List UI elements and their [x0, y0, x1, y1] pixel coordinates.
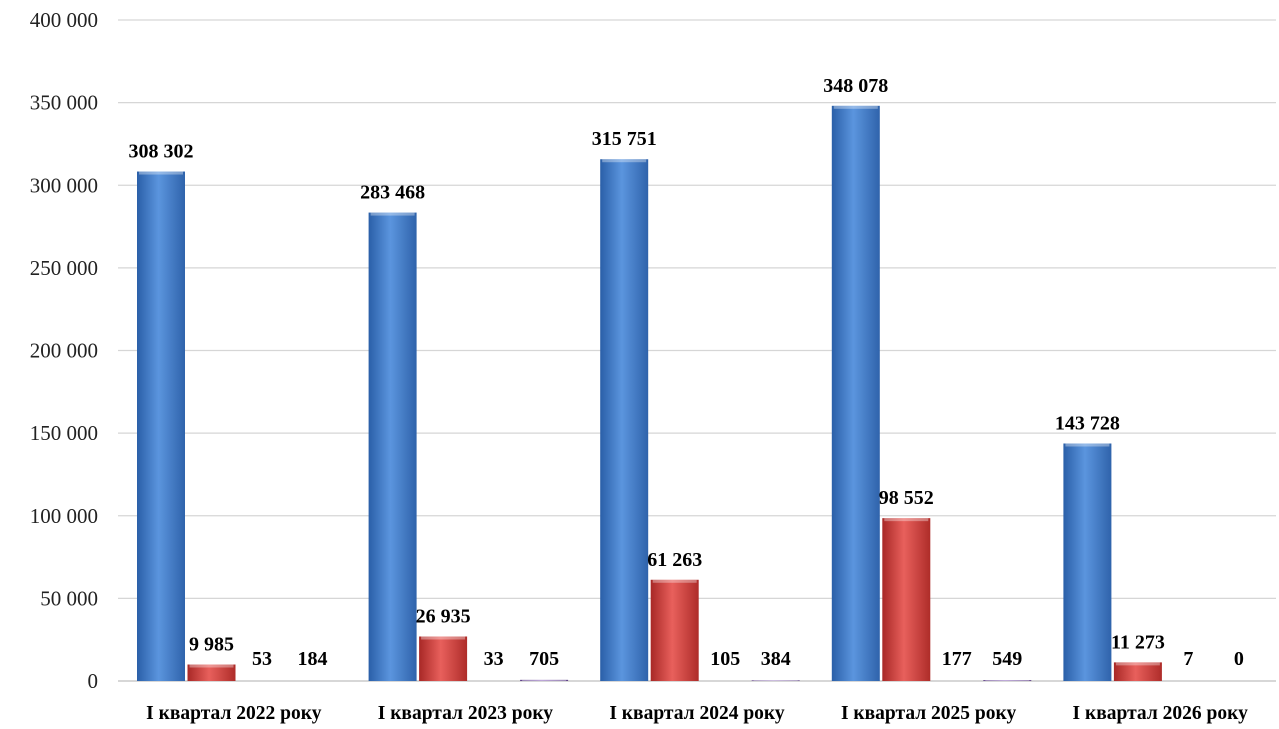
- bar-series-2: [882, 518, 931, 681]
- bar-highlight: [1065, 443, 1110, 447]
- y-tick-label: 250 000: [30, 256, 98, 280]
- bar-highlight: [1115, 662, 1160, 666]
- bar-series-1: [368, 212, 417, 681]
- x-category-label: I квартал 2026 року: [1073, 703, 1249, 724]
- gridlines: [118, 19, 1276, 682]
- bar-highlight: [652, 579, 697, 583]
- y-tick-label: 50 000: [40, 586, 98, 610]
- bar-highlight: [985, 680, 1030, 681]
- data-labels: 308 302 9 985 53 184 283 468 26 935 33 705 315 7…: [129, 75, 1244, 670]
- data-label: 549: [992, 648, 1022, 670]
- x-category-label: I квартал 2022 року: [146, 703, 322, 724]
- data-label: 348 078: [823, 75, 888, 97]
- y-tick-label: 150 000: [30, 421, 98, 445]
- data-label: 9 985: [189, 633, 234, 655]
- bar-highlight: [753, 680, 798, 681]
- y-tick-label: 0: [88, 669, 99, 693]
- y-tick-label: 350 000: [30, 91, 98, 115]
- data-label: 98 552: [879, 487, 934, 509]
- data-label: 53: [252, 648, 272, 670]
- bar-series-1: [1063, 443, 1112, 681]
- data-label: 184: [298, 648, 328, 670]
- bar-series-4: [520, 679, 569, 681]
- bar-highlight: [833, 105, 878, 109]
- bar-series-4: [983, 680, 1032, 681]
- y-axis-ticks: 0 50 000 100 000 150 000 200 000 250 000 300 0…: [30, 8, 98, 693]
- data-label: 61 263: [647, 549, 702, 571]
- bar-series-2: [650, 579, 699, 681]
- bar-series-2: [187, 664, 236, 681]
- bar-highlight: [421, 636, 466, 640]
- data-label: 26 935: [416, 605, 471, 627]
- data-label: 7: [1183, 648, 1193, 670]
- data-label: 705: [529, 648, 559, 670]
- data-label: 308 302: [129, 141, 194, 163]
- bar-highlight: [602, 159, 647, 163]
- data-label: 143 728: [1055, 412, 1120, 434]
- y-tick-label: 300 000: [30, 173, 98, 197]
- bar-series-2: [419, 636, 468, 681]
- bar-series-2: [1113, 662, 1162, 681]
- x-category-label: I квартал 2025 року: [841, 703, 1017, 724]
- bar-highlight: [189, 664, 234, 668]
- data-label: 0: [1234, 648, 1244, 670]
- bar-highlight: [370, 212, 415, 216]
- data-label: 11 273: [1111, 631, 1165, 653]
- data-label: 33: [484, 648, 504, 670]
- data-label: 384: [761, 648, 791, 670]
- y-tick-label: 400 000: [30, 8, 98, 32]
- bar-series-4: [751, 680, 800, 681]
- data-label: 105: [710, 648, 740, 670]
- bar-series-1: [600, 159, 649, 682]
- data-label: 283 468: [360, 182, 425, 204]
- bar-highlight: [522, 679, 567, 681]
- bars: [137, 105, 1162, 682]
- data-label: 177: [942, 648, 972, 670]
- data-label: 315 751: [592, 128, 657, 150]
- bar-series-1: [831, 105, 880, 682]
- x-axis-categories: I квартал 2022 року I квартал 2023 року I …: [146, 703, 1248, 724]
- bar-highlight: [884, 518, 929, 522]
- y-tick-label: 200 000: [30, 339, 98, 363]
- bar-series-1: [137, 171, 185, 681]
- y-tick-label: 100 000: [30, 504, 98, 528]
- x-category-label: I квартал 2024 року: [609, 703, 785, 724]
- bar-highlight: [139, 171, 183, 175]
- x-category-label: I квартал 2023 року: [378, 703, 554, 724]
